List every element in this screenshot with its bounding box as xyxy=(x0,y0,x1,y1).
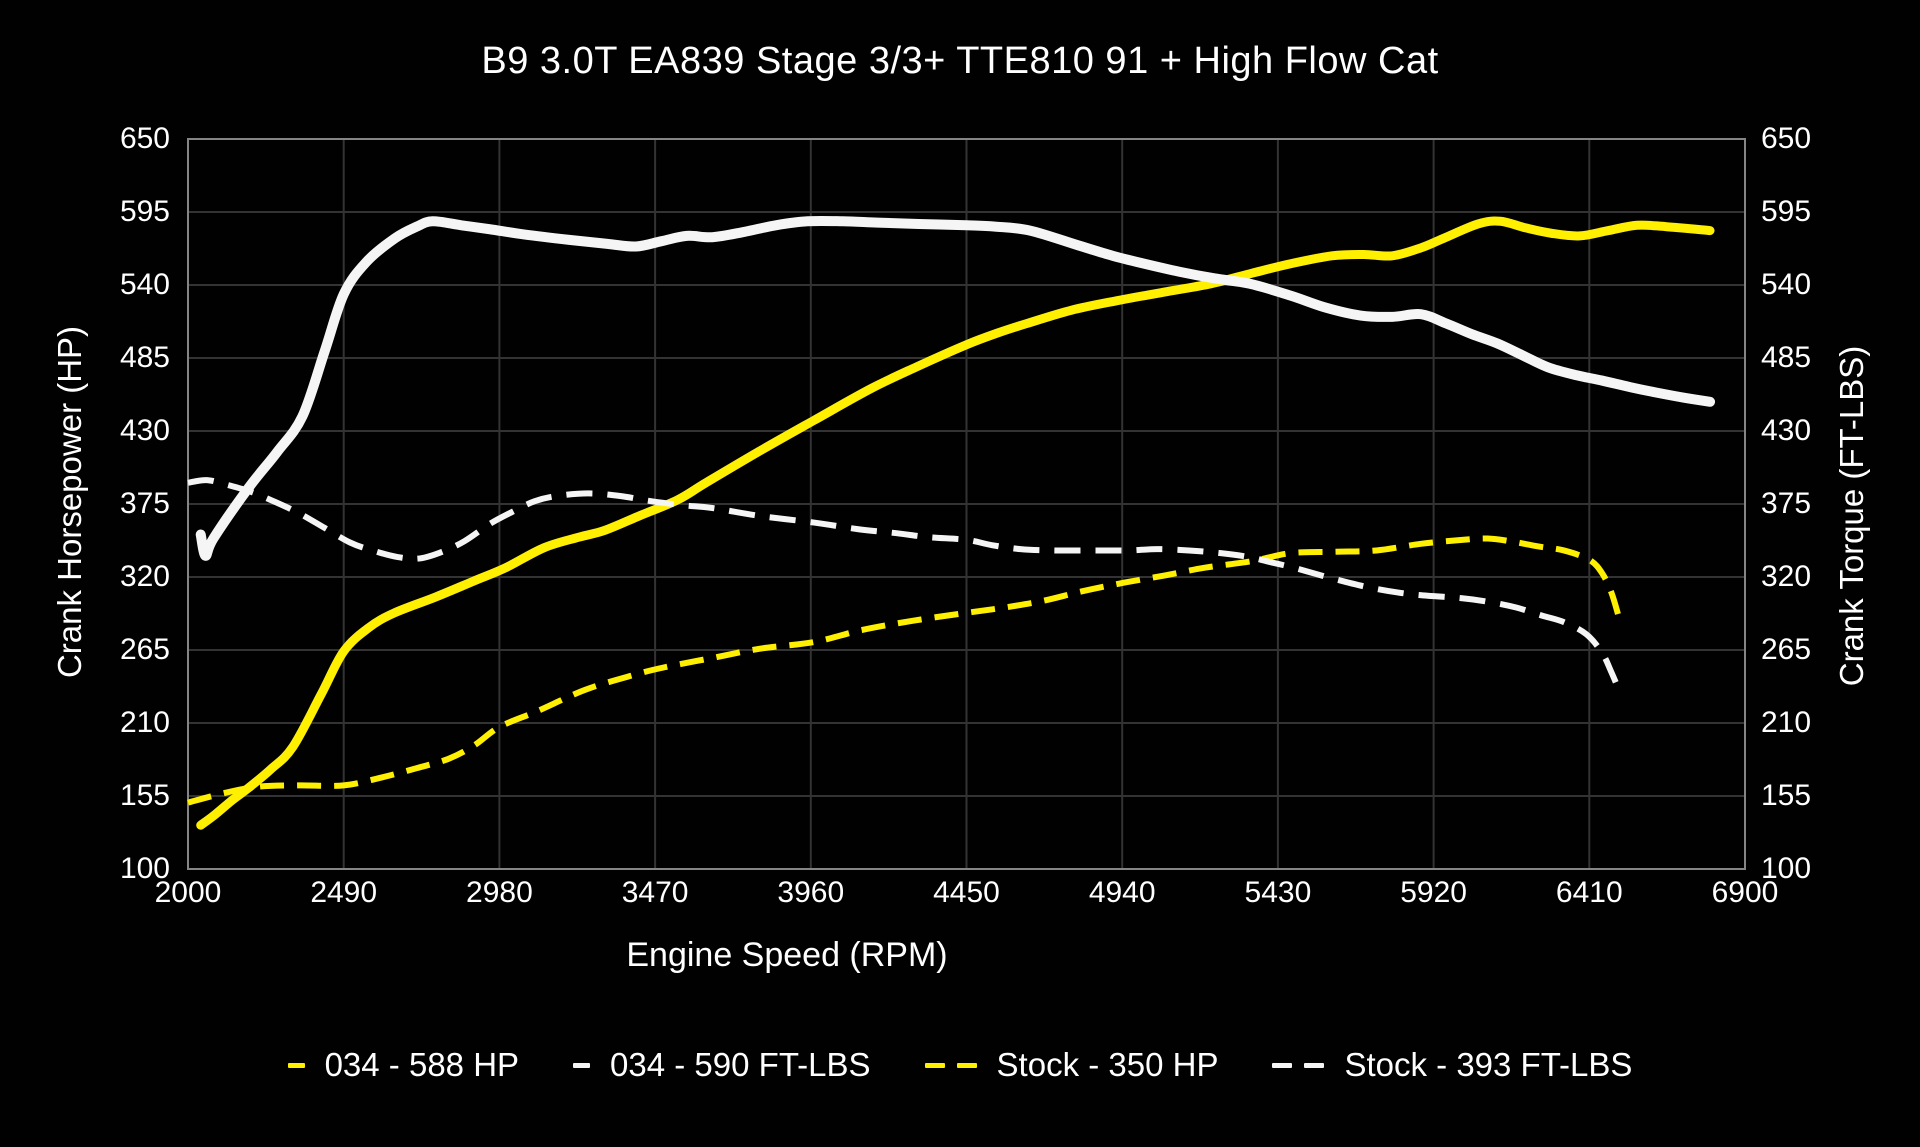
x-tick-label: 6410 xyxy=(1555,876,1623,909)
chart-title: B9 3.0T EA839 Stage 3/3+ TTE810 91 + Hig… xyxy=(481,40,1439,82)
legend-label: Stock - 393 FT-LBS xyxy=(1344,1046,1633,1083)
y-tick-label-left: 650 xyxy=(119,122,170,155)
series-line-2 xyxy=(187,535,1623,806)
legend-dash xyxy=(924,1062,945,1068)
x-tick-label: 4450 xyxy=(933,876,1000,909)
x-tick-label: 2490 xyxy=(310,876,378,909)
x-tick-label: 2980 xyxy=(466,876,533,909)
y-tick-label-left: 430 xyxy=(119,414,170,447)
y-tick-label-left: 265 xyxy=(119,633,170,666)
y-tick-label-right: 540 xyxy=(1761,268,1812,301)
y-tick-label-right: 375 xyxy=(1761,487,1812,520)
legend: 034 - 588 HP 034 - 590 FT-LBS Stock - 350 … xyxy=(0,1046,1920,1084)
legend-dash xyxy=(1272,1062,1293,1068)
y-tick-label-right: 155 xyxy=(1761,779,1812,812)
y-tick-label-right: 430 xyxy=(1761,414,1812,447)
y-tick-label-right: 265 xyxy=(1761,633,1812,666)
legend-label: 034 - 588 HP xyxy=(324,1046,520,1083)
legend-dash xyxy=(287,1062,305,1068)
y-tick-label-right: 485 xyxy=(1761,341,1812,374)
x-tick-label: 6900 xyxy=(1711,876,1779,909)
x-axis-title: Engine Speed (RPM) xyxy=(626,936,948,974)
legend-item-2: Stock - 350 HP xyxy=(924,1046,1219,1084)
y-tick-label-right: 210 xyxy=(1761,706,1812,739)
series-line-3 xyxy=(187,477,1624,697)
y-tick-label-left: 155 xyxy=(119,779,170,812)
y-tick-label-right: 100 xyxy=(1761,852,1812,885)
y-tick-label-right: 595 xyxy=(1761,195,1812,228)
y-axis-title-right: Crank Torque (FT-LBS) xyxy=(1833,345,1870,687)
series-line-1 xyxy=(195,215,1716,561)
y-tick-label-left: 100 xyxy=(119,852,170,885)
y-tick-label-left: 485 xyxy=(119,341,170,374)
y-tick-label-left: 320 xyxy=(119,560,170,593)
legend-line-sample-dashed xyxy=(1272,1062,1325,1068)
y-tick-label-right: 320 xyxy=(1761,560,1812,593)
legend-line-sample-solid xyxy=(287,1062,305,1068)
x-tick-label: 4940 xyxy=(1088,876,1156,909)
x-tick-label: 5430 xyxy=(1244,876,1312,909)
legend-item-0: 034 - 588 HP xyxy=(287,1046,520,1084)
legend-label: Stock - 350 HP xyxy=(996,1046,1219,1083)
y-tick-label-left: 540 xyxy=(119,268,170,301)
legend-line-sample-solid xyxy=(573,1062,591,1068)
legend-dash xyxy=(573,1062,591,1068)
plot-border xyxy=(187,138,1746,870)
legend-line-sample-dashed xyxy=(924,1062,977,1068)
y-tick-label-left: 375 xyxy=(119,487,170,520)
plot-area xyxy=(187,138,1746,870)
x-tick-label: 3960 xyxy=(777,876,845,909)
legend-item-3: Stock - 393 FT-LBS xyxy=(1272,1046,1632,1084)
y-tick-label-right: 650 xyxy=(1761,122,1812,155)
legend-item-1: 034 - 590 FT-LBS xyxy=(573,1046,871,1084)
y-tick-label-left: 210 xyxy=(119,706,170,739)
legend-dash xyxy=(1304,1062,1325,1068)
legend-label: 034 - 590 FT-LBS xyxy=(610,1046,871,1083)
series-line-0 xyxy=(196,216,1715,830)
y-axis-title-left: Crank Horsepower (HP) xyxy=(51,325,88,679)
x-tick-label: 2000 xyxy=(154,876,222,909)
x-tick-label: 5920 xyxy=(1400,876,1467,909)
legend-dash xyxy=(956,1062,977,1068)
y-tick-label-left: 595 xyxy=(119,195,170,228)
x-tick-label: 3470 xyxy=(621,876,689,909)
